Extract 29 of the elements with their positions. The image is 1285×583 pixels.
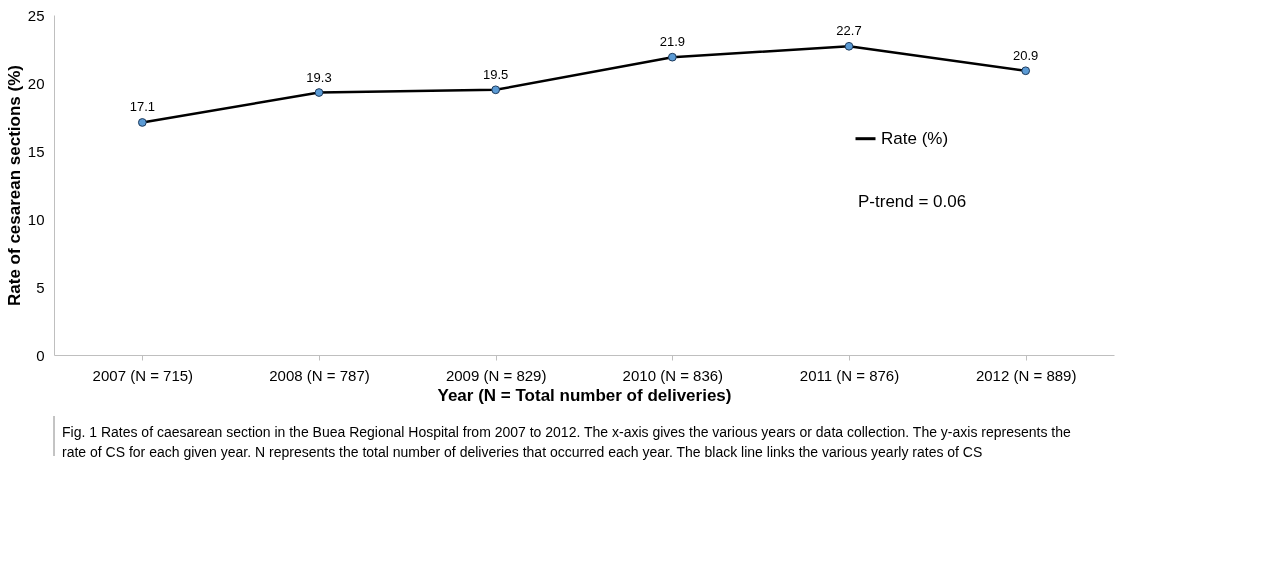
x-tick-label: 2008 (N = 787) (269, 366, 370, 384)
point (1021, 66, 1031, 76)
y-tick-label: 5 (36, 278, 45, 296)
point (137, 118, 147, 127)
x-tick-label: 2009 (N = 829) (445, 366, 547, 384)
legend-label: Rate (%) (881, 128, 949, 148)
data-label: 21.9 (659, 34, 685, 50)
x-axis-title: Year (N = Total number of deliveries) (437, 385, 732, 405)
x-tick-label: 2007 (N = 715) (92, 366, 194, 384)
y-tick-label: 20 (27, 74, 45, 92)
point (844, 41, 854, 51)
point (314, 88, 324, 97)
y-tick-label: 0 (36, 346, 45, 364)
x-tick-label: 2010 (N = 836) (622, 366, 724, 384)
y-tick-label: 15 (27, 142, 45, 160)
annotation: P-trend = 0.06 (858, 192, 967, 211)
y-axis-title: Rate of cesarean sections (%) (4, 65, 24, 306)
x-tick-label: 2011 (N = 876) (799, 366, 900, 384)
data-label: 17.1 (129, 99, 155, 115)
x-tick-label: 2012 (N = 889) (975, 366, 1077, 384)
data-label: 19.5 (483, 66, 509, 82)
point (491, 85, 501, 95)
data-label: 19.3 (306, 69, 332, 85)
caption: Fig. 1 Rates of caesarean section in the Buea Regional Hospital from 2007 to 2012. The x-axis gives the various years or data collection. The y-axis represents the rate of CS for each given year. N represents the total number of deliveries that occurred each year. The black line links the various yearly rates of CS (62, 424, 1072, 460)
y-tick-label: 25 (27, 6, 45, 24)
data-label: 20.9 (1013, 47, 1039, 63)
data-label: 22.7 (836, 23, 862, 39)
point (667, 52, 677, 62)
y-tick-label: 10 (27, 210, 45, 228)
